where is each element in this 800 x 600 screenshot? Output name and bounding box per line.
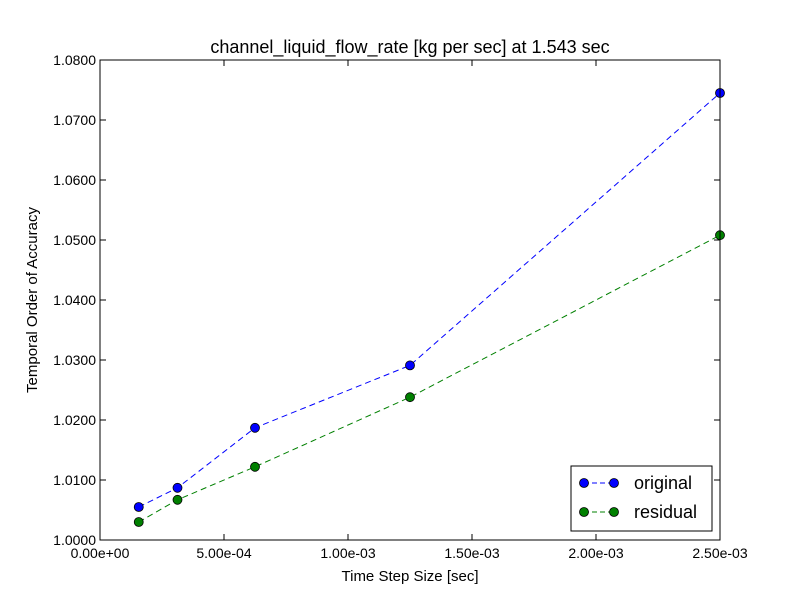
x-axis-label: Time Step Size [sec] [342, 568, 479, 585]
data-point-original [405, 360, 415, 371]
data-point-original [250, 422, 260, 433]
y-tick-label: 1.0200 [53, 412, 96, 428]
legend-label-residual: residual [634, 502, 697, 522]
plot-series [133, 88, 725, 527]
series-line-residual [138, 234, 721, 523]
data-point-original [133, 502, 144, 512]
data-point-residual [172, 494, 183, 505]
legend-marker-original [579, 478, 589, 488]
x-tick-label: 5.00e-04 [196, 545, 251, 561]
legend-marker-residual [609, 507, 619, 517]
y-tick-label: 1.0000 [53, 532, 96, 548]
y-tick-label: 1.0100 [53, 472, 96, 488]
legend-marker-residual [579, 507, 589, 517]
x-tick-label: 2.00e-03 [568, 545, 623, 561]
x-tick-label: 1.00e-03 [320, 545, 375, 561]
y-tick-label: 1.0400 [53, 292, 96, 308]
data-point-residual [405, 392, 415, 403]
data-point-residual [133, 517, 144, 527]
legend-marker-original [609, 478, 619, 488]
data-point-residual [250, 461, 260, 472]
x-tick-label: 1.50e-03 [444, 545, 499, 561]
legend-label-original: original [634, 473, 692, 493]
y-axis-ticks: 1.0000 1.0100 1.0200 1.0300 1.0400 1.0500 1.06… [53, 52, 720, 548]
y-tick-label: 1.0300 [53, 352, 96, 368]
legend-box [570, 465, 713, 532]
y-tick-label: 1.0600 [53, 172, 96, 188]
legend: original residual [570, 465, 713, 532]
data-point-original [172, 482, 183, 493]
plot-area-frame [99, 59, 721, 541]
x-axis-ticks: 0.00e+00 5.00e-04 1.00e-03 1.50e-03 2.00e-03… [71, 60, 748, 561]
chart-title: channel_liquid_flow_rate [kg per sec] at… [210, 37, 609, 58]
y-tick-label: 1.0500 [53, 232, 96, 248]
y-tick-label: 1.0800 [53, 52, 96, 68]
y-axis-label: Temporal Order of Accuracy [24, 207, 41, 393]
x-tick-label: 2.50e-03 [692, 545, 747, 561]
x-tick-label: 0.00e+00 [71, 545, 130, 561]
y-tick-label: 1.0700 [53, 112, 96, 128]
